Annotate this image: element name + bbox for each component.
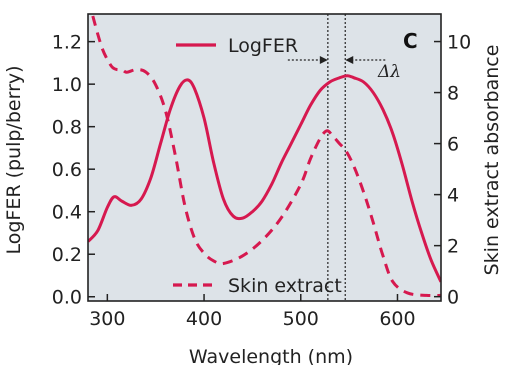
panel-label: C xyxy=(403,29,418,53)
delta-lambda-label: Δλ xyxy=(377,62,401,82)
plot-background xyxy=(88,14,441,301)
delta-lambda-arrow-right xyxy=(345,56,386,64)
left-y-tick-label: 0.8 xyxy=(52,117,82,139)
right-y-tick-label: 8 xyxy=(447,83,459,105)
plot-frame xyxy=(87,13,442,302)
legend-logfer: LogFER xyxy=(176,35,298,57)
right-y-tick-label: 10 xyxy=(447,32,471,54)
right-y-tick-label: 6 xyxy=(447,134,459,156)
right-y-tick-label: 0 xyxy=(447,287,459,309)
legend-logfer-label: LogFER xyxy=(228,35,298,57)
x-tick-label: 500 xyxy=(283,308,319,330)
chart-marks xyxy=(88,14,441,301)
right-y-tick-label: 2 xyxy=(447,236,459,258)
series-line-skin-extract xyxy=(91,15,441,298)
axis-ticks: 300 400 500 600 0.0 0.2 0.4 0.6 0.8 1.0 1.2 0 2 4 6 8 10 xyxy=(52,32,471,330)
left-y-tick-label: 0.4 xyxy=(52,202,82,224)
x-tick-label: 300 xyxy=(89,308,125,330)
right-y-tick-label: 4 xyxy=(447,185,459,207)
legend-skin-extract: Skin extract xyxy=(173,275,342,297)
left-y-tick-label: 0.6 xyxy=(52,159,82,181)
left-y-tick-label: 1.0 xyxy=(52,74,82,96)
series-line-logfer xyxy=(88,74,441,283)
x-axis-label: Wavelength (nm) xyxy=(189,346,353,365)
left-y-tick-label: 0.0 xyxy=(52,287,82,309)
x-tick-label: 600 xyxy=(379,308,415,330)
delta-lambda-arrow-left xyxy=(287,56,328,64)
left-y-tick-label: 0.2 xyxy=(52,244,82,266)
left-y-axis-label: LogFER (pulp/berry) xyxy=(3,65,25,254)
legend-skin-extract-label: Skin extract xyxy=(228,275,342,297)
left-y-tick-label: 1.2 xyxy=(52,32,82,54)
right-y-axis-label: Skin extract absorbance xyxy=(481,45,503,276)
x-tick-label: 400 xyxy=(186,308,222,330)
